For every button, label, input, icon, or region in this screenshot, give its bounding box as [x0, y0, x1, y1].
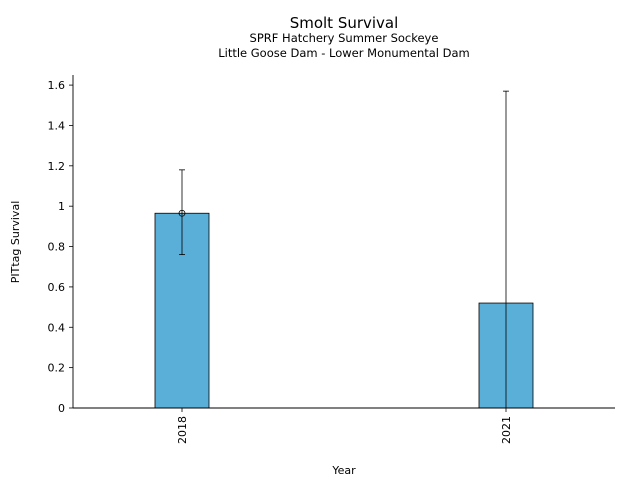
y-tick-label: 0 [58, 402, 65, 415]
x-tick-label: 2018 [176, 416, 189, 444]
y-axis-label: PITtag Survival [9, 201, 22, 283]
point-marker-2018 [178, 209, 186, 217]
chart-subtitle-line-1: SPRF Hatchery Summer Sockeye [250, 31, 439, 45]
y-tick-label: 1.2 [48, 160, 66, 173]
y-tick-label: 1.4 [48, 119, 66, 132]
chart-title: Smolt Survival [290, 14, 399, 32]
x-tick-label: 2021 [500, 416, 513, 444]
chart-subtitle-line-2: Little Goose Dam - Lower Monumental Dam [218, 46, 470, 60]
y-tick-label: 0.6 [48, 281, 66, 294]
x-axis-label: Year [331, 464, 356, 477]
y-tick-label: 0.8 [48, 241, 66, 254]
y-tick-label: 0.2 [48, 362, 66, 375]
y-tick-label: 1 [58, 200, 65, 213]
y-tick-label: 1.6 [48, 79, 66, 92]
plot-area: 0 0.2 0.4 0.6 0.8 1 1.2 1.4 1.6 2018 2021 [48, 75, 615, 444]
y-tick-label: 0.4 [48, 321, 66, 334]
